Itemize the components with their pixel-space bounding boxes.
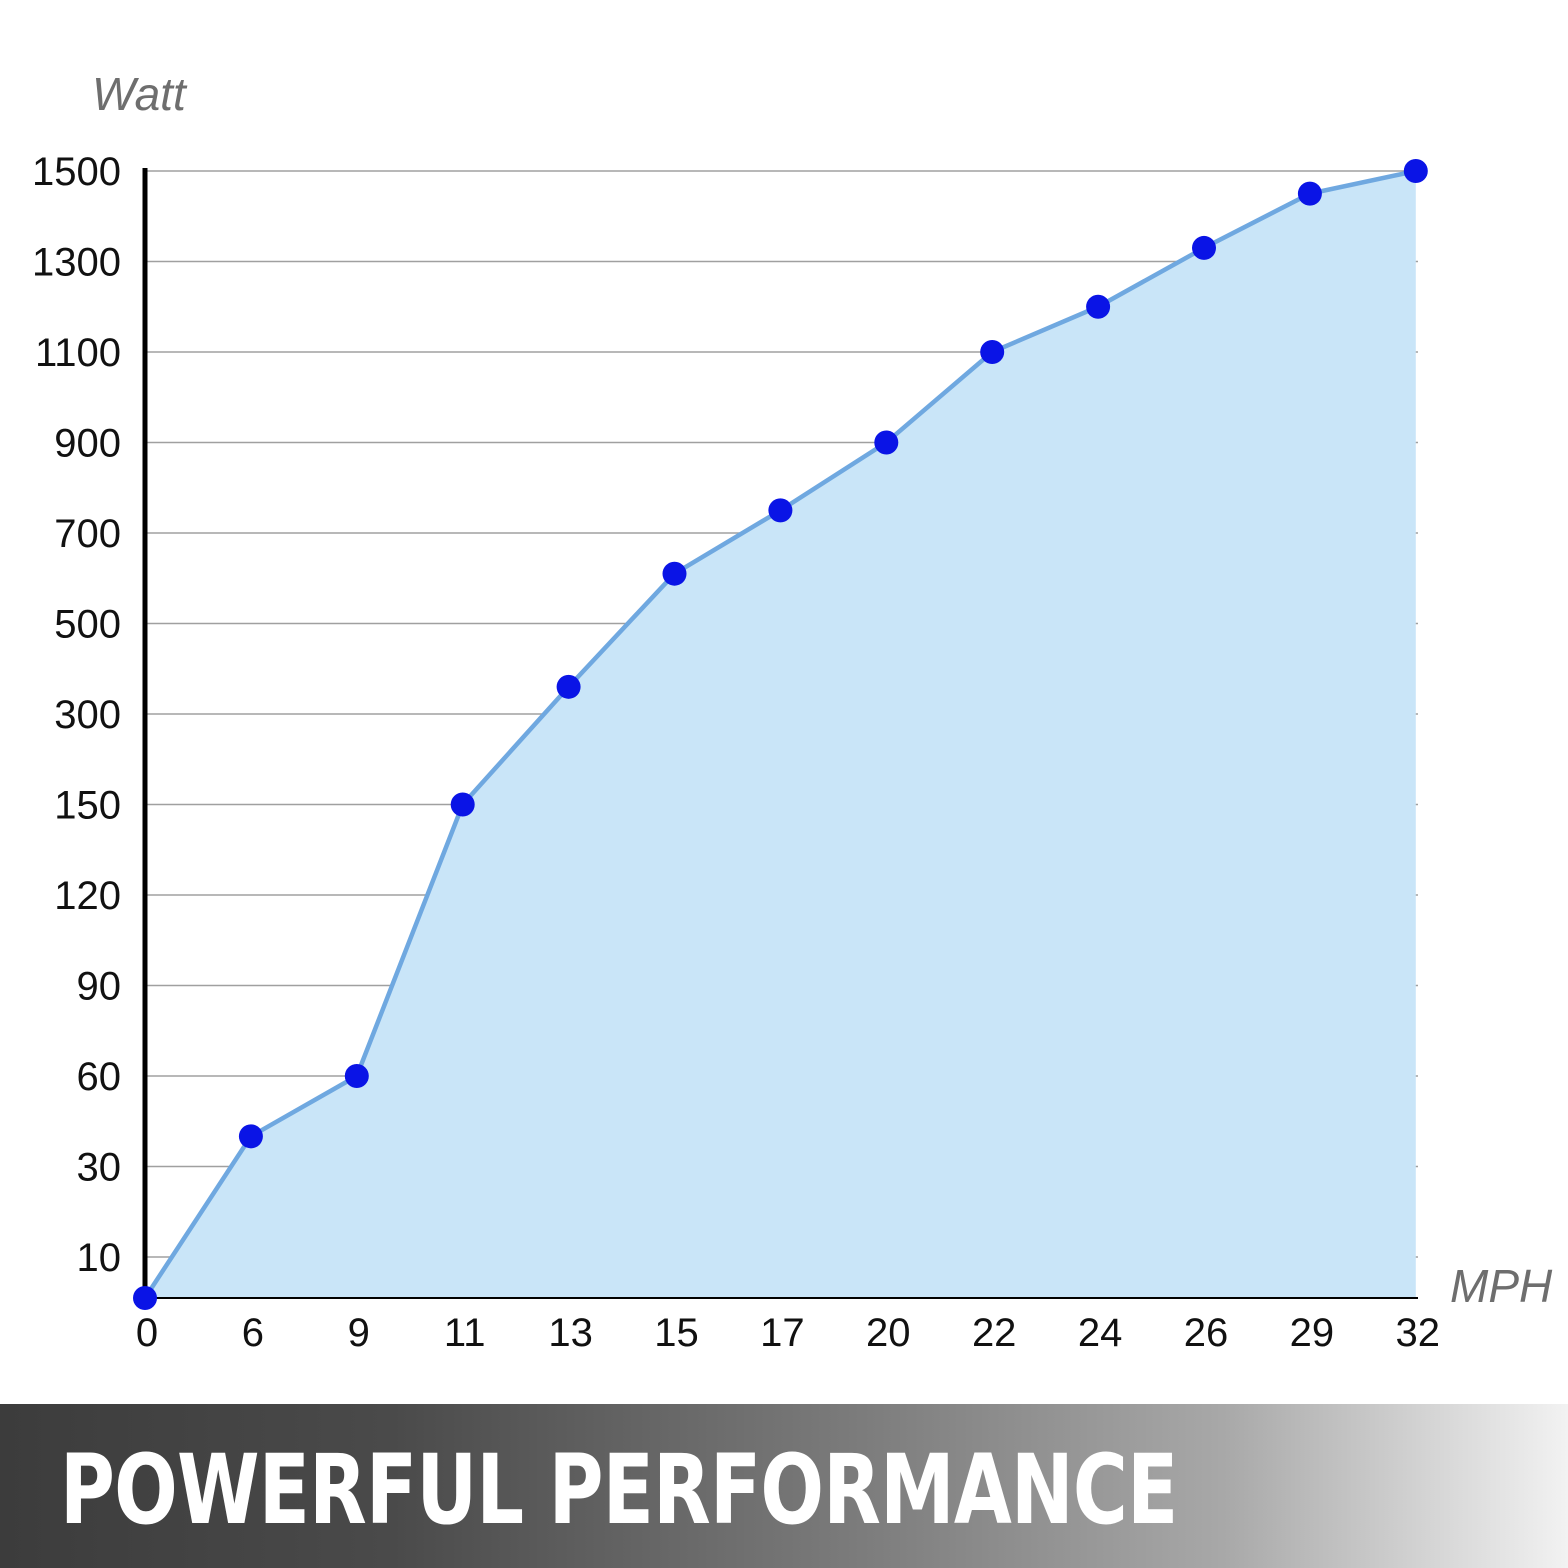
- y-tick-label: 700: [54, 512, 121, 556]
- x-axis-label: MPH: [1450, 1260, 1553, 1312]
- data-point: [1297, 181, 1322, 206]
- y-tick-label: 120: [54, 874, 121, 918]
- x-tick-labels: 0 6 9 11 13 15 17 20 22 24 26 29 32: [136, 1311, 1440, 1355]
- data-point: [133, 1286, 157, 1310]
- x-tick-label: 22: [972, 1311, 1017, 1355]
- y-tick-label: 30: [77, 1146, 122, 1190]
- data-point: [344, 1064, 369, 1088]
- y-tick-label: 1100: [35, 331, 121, 375]
- title-banner: POWERFUL PERFORMANCE: [0, 1404, 1568, 1568]
- data-point: [980, 340, 1005, 364]
- y-axis-label: Watt: [92, 68, 188, 120]
- y-tick-label: 150: [54, 784, 121, 828]
- data-point: [662, 561, 687, 586]
- y-tick-label: 500: [54, 603, 121, 647]
- data-point: [556, 674, 581, 699]
- data-point: [1192, 235, 1216, 260]
- x-tick-label: 13: [548, 1311, 593, 1355]
- x-tick-label: 20: [866, 1311, 911, 1355]
- y-tick-label: 90: [77, 965, 122, 1009]
- y-tick-label: 60: [77, 1055, 122, 1099]
- x-tick-label: 24: [1078, 1311, 1123, 1355]
- y-tick-label: 1500: [32, 150, 121, 194]
- x-tick-label: 9: [348, 1311, 370, 1355]
- x-tick-label: 17: [760, 1311, 805, 1355]
- data-point: [1086, 294, 1111, 319]
- x-tick-label: 29: [1290, 1311, 1335, 1355]
- x-tick-label: 32: [1396, 1311, 1441, 1355]
- x-tick-label: 15: [654, 1311, 699, 1355]
- banner-title: POWERFUL PERFORMANCE: [60, 1434, 1178, 1546]
- x-tick-label: 0: [136, 1311, 158, 1355]
- y-tick-labels: 10 30 60 90 120 150 300 500 700 900 1100 1300 1500: [32, 150, 121, 1280]
- data-point: [450, 792, 475, 817]
- y-tick-label: 900: [54, 422, 121, 466]
- y-tick-label: 10: [77, 1236, 122, 1280]
- y-tick-label: 1300: [32, 241, 121, 285]
- data-point: [874, 430, 899, 455]
- x-tick-label: 6: [242, 1311, 264, 1355]
- data-point: [768, 498, 793, 523]
- data-markers: [133, 159, 1428, 1310]
- x-tick-label: 11: [444, 1311, 486, 1355]
- data-point: [238, 1124, 263, 1149]
- y-tick-label: 300: [54, 693, 121, 737]
- data-point: [1403, 159, 1428, 183]
- area-fill: [145, 171, 1416, 1298]
- x-tick-label: 26: [1184, 1311, 1229, 1355]
